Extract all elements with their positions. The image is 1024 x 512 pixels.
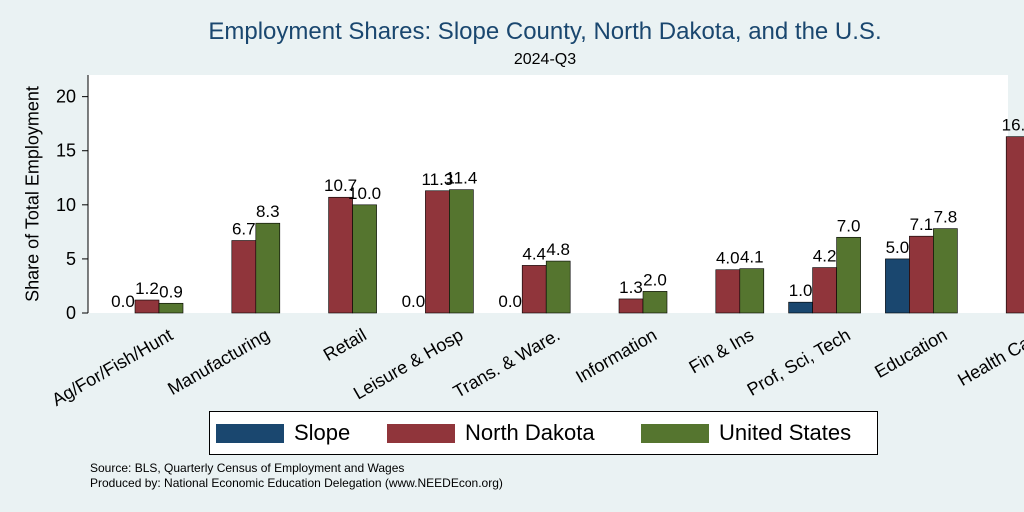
y-tick-label: 15	[56, 141, 76, 161]
bar	[352, 204, 377, 314]
chart-subtitle: 2024-Q3	[513, 51, 577, 68]
bar	[788, 301, 813, 314]
data-label: 0.9	[159, 282, 183, 301]
legend-label-slope: Slope	[294, 420, 351, 445]
bar	[231, 240, 257, 314]
bar	[739, 268, 765, 314]
y-tick-label: 5	[66, 249, 76, 269]
data-label: 16.3	[1002, 116, 1024, 135]
legend-item-united-states: United States	[641, 420, 852, 445]
data-label: 0.0	[402, 292, 426, 311]
legend-swatch-north-dakota	[387, 423, 455, 443]
x-tick-label: Manufacturing	[164, 325, 273, 399]
bar	[812, 267, 837, 314]
data-label: 1.0	[789, 281, 813, 300]
data-label: 1.3	[619, 278, 643, 297]
bar	[449, 189, 474, 314]
x-tick-label: Information	[572, 325, 660, 387]
bar	[425, 190, 450, 314]
bar	[545, 260, 571, 314]
bar	[255, 222, 281, 314]
data-label: 0.0	[111, 292, 135, 311]
x-tick-label: Education	[871, 325, 950, 382]
legend: Slope North Dakota United States	[209, 411, 878, 455]
data-label: 2.0	[643, 270, 667, 289]
bar	[1005, 136, 1024, 314]
bar	[328, 196, 353, 314]
legend-swatch-united-states	[641, 423, 709, 443]
data-label: 4.2	[813, 247, 837, 266]
x-tick-label: Prof, Sci, Tech	[744, 325, 854, 400]
x-tick-label: Retail	[320, 325, 370, 365]
data-label: 7.1	[910, 215, 934, 234]
y-tick-label: 10	[56, 195, 76, 215]
source-note: Source: BLS, Quarterly Census of Employm…	[90, 461, 405, 475]
x-tick-label: Ag/For/Fish/Hunt	[48, 325, 176, 410]
x-tick-label: Health Care	[954, 325, 1024, 390]
data-label: 7.8	[934, 208, 958, 227]
data-label: 5.0	[886, 238, 910, 257]
data-label: 11.3	[421, 170, 453, 189]
data-label: 4.1	[740, 248, 764, 267]
bar	[836, 236, 861, 314]
data-label: 4.0	[716, 249, 740, 268]
data-label: 7.0	[837, 216, 861, 235]
produced-by-note: Produced by: National Economic Education…	[90, 476, 503, 490]
x-tick-label: Fin & Ins	[685, 325, 757, 378]
y-tick-label: 20	[56, 87, 76, 107]
bar	[885, 258, 910, 314]
bar	[158, 302, 184, 314]
bar	[618, 298, 644, 314]
bar	[933, 228, 958, 314]
legend-label-united-states: United States	[719, 420, 852, 445]
data-label: 1.2	[135, 279, 159, 298]
data-label: 8.3	[256, 202, 280, 221]
y-tick-label: 0	[66, 303, 76, 323]
bar	[521, 265, 547, 314]
legend-swatch-slope	[216, 423, 284, 443]
legend-item-slope: Slope	[216, 420, 351, 445]
x-tick-label: Leisure & Hosp	[350, 325, 467, 404]
legend-item-north-dakota: North Dakota	[387, 420, 595, 445]
bar	[642, 291, 668, 314]
data-label: 4.8	[546, 240, 570, 259]
legend-label-north-dakota: North Dakota	[465, 420, 595, 445]
bar	[909, 235, 934, 314]
bar	[134, 299, 160, 314]
chart-title: Employment Shares: Slope County, North D…	[208, 18, 882, 45]
data-label: 4.4	[522, 244, 546, 263]
data-label: 0.0	[498, 292, 522, 311]
data-label: 10.7	[324, 176, 357, 195]
x-tick-label: Trans. & Ware.	[450, 325, 564, 402]
bar	[715, 269, 741, 314]
data-label: 10.0	[348, 184, 381, 203]
data-label: 11.4	[445, 169, 477, 188]
data-label: 6.7	[232, 220, 256, 239]
